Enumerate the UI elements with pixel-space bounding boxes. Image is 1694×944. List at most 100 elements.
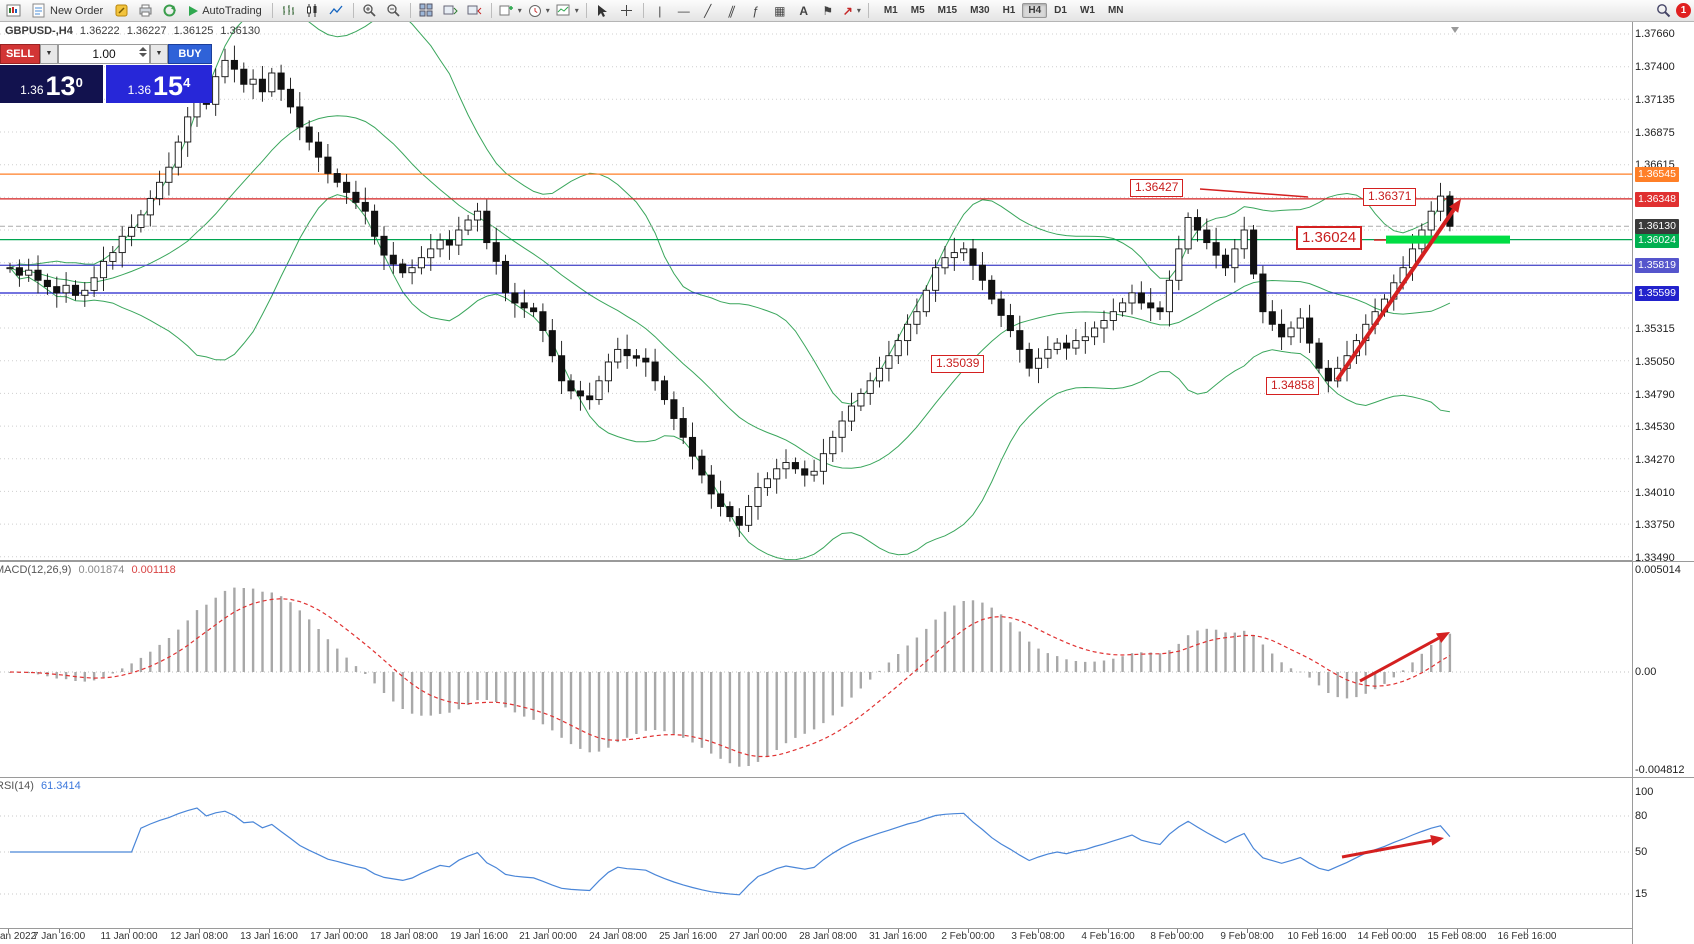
- price-scale[interactable]: 1.37660 1.37400 1.37135 1.36875 1.36615 1.353…: [1633, 22, 1694, 944]
- trend-arrow[interactable]: [1341, 838, 1432, 859]
- volume-stepper[interactable]: [139, 47, 147, 57]
- sell-tab[interactable]: SELL: [0, 44, 40, 64]
- timeframe-m5-button[interactable]: M5: [910, 5, 925, 16]
- buy-dropdown[interactable]: ▼: [150, 44, 168, 64]
- fibonacci-icon: ƒ: [752, 3, 760, 18]
- horizontal-line-tool-button[interactable]: —: [673, 2, 695, 20]
- price-scale-label: 1.34790: [1635, 389, 1675, 401]
- candle: [586, 395, 594, 401]
- search-button[interactable]: [1652, 2, 1674, 20]
- trend-arrow-head[interactable]: [1430, 835, 1444, 846]
- candle: [34, 269, 42, 281]
- trend-arrow-head[interactable]: [1449, 199, 1461, 213]
- line-chart-button[interactable]: [326, 2, 348, 20]
- candle: [913, 311, 921, 325]
- time-axis-tick: [968, 929, 969, 933]
- candle: [1250, 229, 1258, 275]
- zoom-out-button[interactable]: [383, 2, 405, 20]
- trend-arrow[interactable]: [1335, 208, 1456, 382]
- tile-windows-button[interactable]: [416, 2, 438, 20]
- fibonacci-tool-button[interactable]: ƒ: [745, 2, 767, 20]
- timeframe-mn-button[interactable]: MN: [1107, 5, 1124, 16]
- stepper-down-icon[interactable]: [139, 53, 147, 57]
- zoom-in-button[interactable]: [359, 2, 381, 20]
- text-tool-button[interactable]: A: [793, 2, 815, 20]
- timeframe-h1-button[interactable]: H1: [1002, 5, 1016, 16]
- sell-price-button[interactable]: 1.36 13 0: [0, 65, 103, 103]
- price-callout[interactable]: 1.35039: [931, 355, 985, 373]
- arrange-windows-button[interactable]: [440, 2, 462, 20]
- templates-button[interactable]: ▾: [554, 2, 581, 20]
- vertical-line-tool-button[interactable]: |: [649, 2, 671, 20]
- main-chart-canvas[interactable]: [0, 22, 1632, 561]
- metaeditor-button[interactable]: [110, 2, 132, 20]
- panel-separator[interactable]: [0, 561, 1694, 562]
- timeframe-m1-button[interactable]: M1: [883, 5, 898, 16]
- macd-histogram-bar: [897, 654, 900, 672]
- timeframe-d1-button[interactable]: D1: [1054, 5, 1067, 16]
- arrows-tool-button[interactable]: ↗ ▾: [841, 2, 863, 20]
- crosshair-tool-button[interactable]: [616, 2, 638, 20]
- timeframe-m30-button[interactable]: M30: [970, 5, 990, 16]
- candle: [857, 392, 865, 407]
- candle: [99, 260, 108, 279]
- rsi-panel-canvas[interactable]: [0, 777, 1632, 928]
- sell-dropdown[interactable]: ▼: [40, 44, 58, 64]
- macd-histogram-bar: [551, 672, 554, 731]
- trend-arrow[interactable]: [1359, 636, 1440, 683]
- candle: [1193, 217, 1202, 231]
- refresh-button[interactable]: [158, 2, 180, 20]
- new-order-button[interactable]: New Order: [27, 2, 108, 20]
- timeframe-m15-button[interactable]: M15: [937, 5, 958, 16]
- chart-shift-marker[interactable]: [1451, 27, 1459, 33]
- print-button[interactable]: [134, 2, 156, 20]
- candle: [1259, 273, 1267, 313]
- shapes-tool-button[interactable]: ▦: [769, 2, 791, 20]
- price-callout[interactable]: 1.36371: [1363, 188, 1417, 206]
- label-tool-button[interactable]: ⚑: [817, 2, 839, 20]
- macd-histogram-bar: [1196, 630, 1199, 672]
- price-callout[interactable]: 1.36024: [1296, 226, 1363, 250]
- macd-histogram-bar: [728, 672, 732, 764]
- timeframe-w1-button[interactable]: W1: [1079, 5, 1095, 16]
- macd-histogram-bar: [102, 672, 105, 678]
- candle: [773, 468, 781, 480]
- candle: [904, 323, 912, 342]
- macd-histogram-bar: [251, 588, 255, 672]
- timeframe-h4-button[interactable]: H4: [1022, 3, 1048, 18]
- buy-price-button[interactable]: 1.36 15 4: [106, 65, 212, 103]
- cascade-windows-button[interactable]: [464, 2, 486, 20]
- autotrading-button[interactable]: AutoTrading: [182, 2, 267, 20]
- time-axis[interactable]: an 2022 7 Jan 16:00 11 Jan 00:00 12 Jan 08:…: [0, 928, 1632, 944]
- panel-separator[interactable]: [0, 777, 1694, 778]
- buy-tab[interactable]: BUY: [168, 44, 212, 64]
- add-indicator-button[interactable]: ▾: [497, 2, 524, 20]
- candlestick-chart-button[interactable]: [302, 2, 324, 20]
- macd-histogram-bar: [1401, 670, 1405, 672]
- candle: [305, 126, 313, 143]
- macd-panel-canvas[interactable]: [0, 561, 1632, 777]
- candle: [408, 267, 416, 274]
- new-chart-button[interactable]: [3, 2, 25, 20]
- candle: [866, 380, 874, 394]
- trend-arrow-head[interactable]: [1436, 632, 1450, 643]
- macd-histogram-bar: [859, 672, 862, 689]
- periods-button[interactable]: ▾: [526, 2, 552, 20]
- candle: [146, 198, 154, 216]
- support-highlight-bar[interactable]: [1386, 235, 1510, 244]
- price-callout[interactable]: 1.36427: [1130, 179, 1184, 197]
- buy-price-pips: 15: [153, 71, 184, 101]
- candle: [174, 141, 182, 168]
- volume-input[interactable]: 1.00: [58, 44, 150, 64]
- buy-price-point: 4: [183, 75, 191, 90]
- cursor-tool-button[interactable]: [592, 2, 614, 20]
- time-axis-tick: [1457, 929, 1458, 933]
- price-callout[interactable]: 1.34858: [1266, 377, 1320, 395]
- macd-histogram-bar: [1009, 622, 1012, 672]
- candle: [969, 248, 977, 266]
- trendline-tool-button[interactable]: ╱: [697, 2, 719, 20]
- stepper-up-icon[interactable]: [139, 47, 147, 51]
- ohlc-chart-button[interactable]: [278, 2, 300, 20]
- channel-tool-button[interactable]: ∥: [721, 2, 743, 20]
- notification-badge[interactable]: 1: [1676, 3, 1691, 18]
